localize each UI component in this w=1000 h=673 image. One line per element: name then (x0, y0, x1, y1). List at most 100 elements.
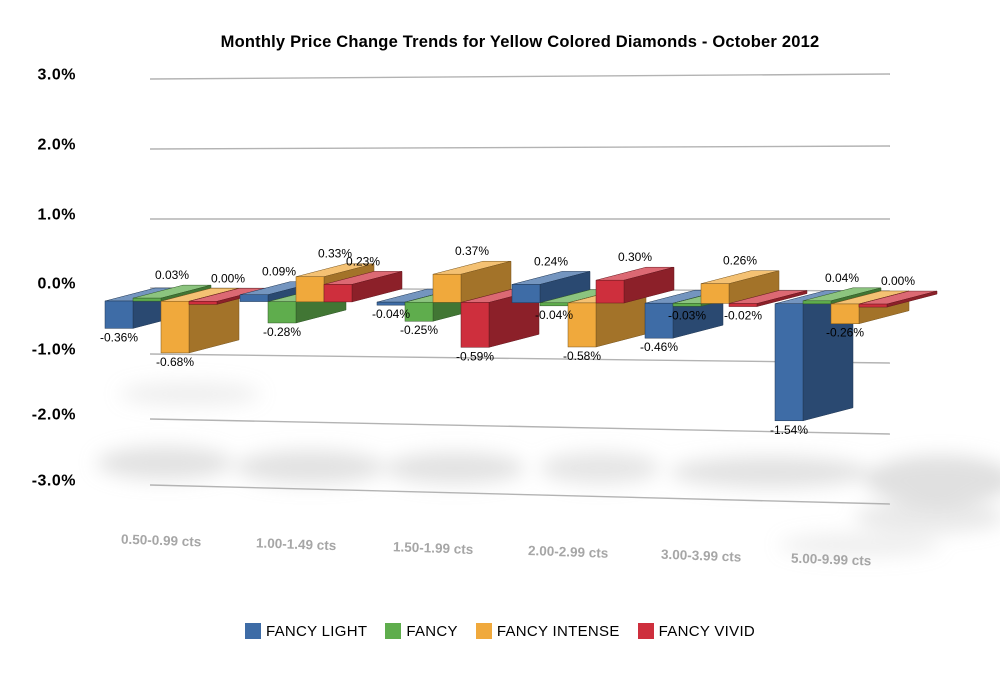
bar-front-face (267, 301, 297, 324)
x-axis-category-label: 5.00-9.99 cts (791, 551, 872, 569)
bar-fancy-light (511, 271, 591, 303)
legend-swatch-fancy (385, 623, 402, 639)
legend-swatch-fancy-light (244, 623, 261, 639)
bar-front-face (511, 284, 541, 303)
bar-front-face (858, 303, 888, 308)
y-axis-tick-label: 3.0% (38, 67, 76, 84)
bar-value-label: -0.58% (563, 349, 601, 363)
bar-front-face (539, 302, 569, 307)
legend-item-fancy-intense: FANCY INTENSE (475, 623, 620, 640)
bar-front-face (376, 301, 406, 306)
bar-front-face (460, 302, 490, 348)
bar-value-label: -0.46% (640, 340, 678, 354)
watermark-blob (865, 455, 1000, 505)
bar-value-label: 0.09% (262, 265, 296, 279)
legend-swatch-fancy-vivid (637, 623, 654, 639)
bar-front-face (700, 283, 730, 304)
bar-value-label: 0.04% (825, 271, 859, 285)
watermark-blob (670, 456, 870, 488)
bar-front-face (672, 303, 702, 307)
watermark-blob (97, 446, 233, 480)
y-axis-tick-label: -3.0% (32, 473, 76, 490)
bar-value-label: -0.03% (668, 308, 706, 322)
x-axis-category-label: 3.00-3.99 cts (661, 547, 742, 565)
bar-front-face (132, 297, 162, 302)
watermark-blob (120, 382, 260, 406)
watermark-blob (855, 501, 1000, 533)
bar-value-label: -0.36% (100, 330, 138, 344)
bar-front-face (432, 273, 462, 303)
bar-value-label: 0.33% (318, 247, 352, 261)
bar-front-face (188, 301, 218, 305)
watermark-blob (235, 450, 385, 484)
x-axis-labels: 0.50-0.99 cts 1.00-1.49 cts 1.50-1.99 cts 2… (121, 532, 872, 569)
bar-value-label: 0.00% (881, 274, 915, 288)
bar-value-label: 0.26% (723, 254, 757, 268)
gridline (149, 418, 891, 435)
bar-front-face (644, 302, 674, 339)
bar-value-label: -0.25% (400, 323, 438, 337)
y-axis-tick-label: 2.0% (38, 137, 76, 154)
watermark-blur (97, 382, 1000, 557)
y-axis-tick-label: -1.0% (32, 342, 76, 359)
bar-value-label: -0.68% (156, 355, 194, 369)
legend-item-fancy: FANCY (385, 623, 458, 640)
bar-fancy-vivid (728, 290, 808, 307)
bar-value-label: 0.03% (155, 268, 189, 282)
chart-legend: FANCY LIGHT FANCY FANCY INTENSE FANCY VI… (0, 618, 1000, 644)
gridline (149, 73, 891, 80)
bar-value-label: -0.28% (263, 325, 301, 339)
bar-value-label: -0.26% (826, 326, 864, 340)
legend-label: FANCY LIGHT (265, 622, 368, 640)
bar-value-label: 0.00% (211, 271, 245, 285)
y-axis-tick-label: -2.0% (32, 407, 76, 424)
bar-fancy-intense (432, 260, 512, 303)
bar-front-face (160, 300, 190, 354)
bar-value-label: -1.54% (770, 423, 808, 437)
watermark-blob (540, 452, 660, 484)
bar-value-label: 0.30% (618, 250, 652, 264)
gridlines: 3.0% 2.0% 1.0% 0.0% -1.0% -2.0% -3.0% (32, 67, 891, 505)
gridline (149, 484, 891, 505)
bar-front-face (295, 276, 325, 303)
x-axis-category-label: 0.50-0.99 cts (121, 532, 202, 550)
bar-fancy-vivid (323, 271, 403, 303)
x-axis-category-label: 1.50-1.99 cts (393, 539, 474, 557)
gridline (149, 353, 891, 364)
bar-fancy-vivid (595, 266, 675, 304)
bar-front-face (567, 302, 597, 348)
gridline (149, 145, 891, 150)
y-axis-tick-label: 0.0% (38, 276, 76, 293)
bar-value-label: -0.04% (535, 308, 573, 322)
chart-plot-area: 3.0% 2.0% 1.0% 0.0% -1.0% -2.0% -3.0% -0.36% 0.0… (32, 67, 1000, 569)
bar-value-label: 0.23% (346, 254, 380, 268)
bar-value-label: -0.02% (724, 309, 762, 323)
bar-fancy (132, 284, 212, 302)
bar-front-face (104, 300, 134, 329)
value-labels: -0.36%0.03%-0.68%0.00% 0.09%-0.28%0.33%0.… (100, 244, 915, 437)
bar-front-face (323, 284, 353, 303)
bar-front-face (404, 301, 434, 322)
legend-label: FANCY VIVID (658, 622, 756, 640)
bar-front-face (239, 294, 269, 302)
bar-value-label: -0.04% (372, 307, 410, 321)
legend-item-fancy-vivid: FANCY VIVID (637, 622, 756, 640)
legend-swatch-fancy-intense (475, 623, 492, 639)
x-axis-category-label: 1.00-1.49 cts (256, 535, 337, 553)
bar-fancy (802, 287, 882, 305)
bar-front-face (595, 279, 625, 304)
bar-front-face (774, 303, 804, 422)
watermark-blob (385, 452, 525, 484)
bar-fancy-intense (700, 270, 780, 304)
legend-label: FANCY (406, 622, 458, 640)
legend-item-fancy-light: FANCY LIGHT (244, 622, 368, 640)
bar-front-face (802, 300, 832, 305)
bar-front-face (830, 303, 860, 324)
chart-title: Monthly Price Change Trends for Yellow C… (220, 33, 820, 51)
y-axis-tick-label: 1.0% (38, 207, 76, 224)
bar-value-label: 0.24% (534, 254, 568, 268)
bar-value-label: 0.37% (455, 244, 489, 258)
x-axis-category-label: 2.00-2.99 cts (528, 543, 609, 561)
bar-value-label: -0.59% (456, 349, 494, 363)
